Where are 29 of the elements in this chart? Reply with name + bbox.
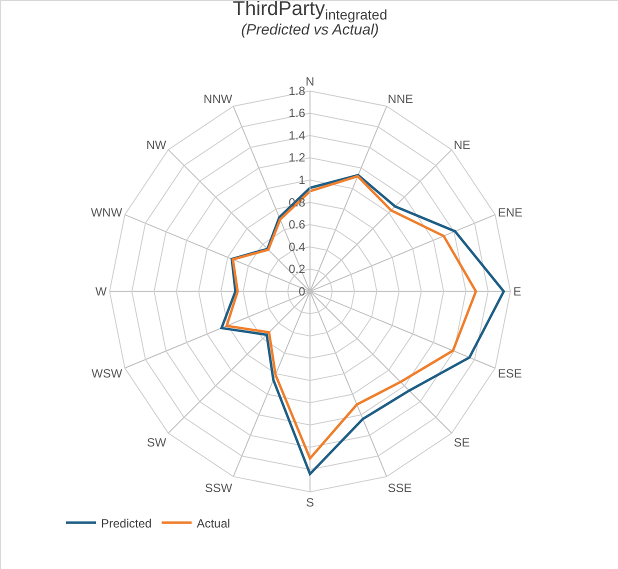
spoke-label: SSE xyxy=(388,480,412,495)
legend-label: Predicted xyxy=(101,516,152,530)
y-tick-label: 1.8 xyxy=(288,84,306,98)
spoke-label: SE xyxy=(454,436,470,450)
spoke-label: ESE xyxy=(498,366,522,381)
spoke-label: SW xyxy=(146,436,167,450)
chart-subtitle: (Predicted vs Actual) xyxy=(241,22,379,39)
spoke-label: W xyxy=(95,284,108,299)
spoke-label: NNE xyxy=(388,92,414,106)
y-tick-label: 0 xyxy=(298,284,306,298)
y-tick-label: 0.6 xyxy=(288,218,306,232)
spoke-label: S xyxy=(306,496,314,510)
spoke-label: WNW xyxy=(90,206,123,220)
spoke-label: NNW xyxy=(204,92,233,106)
y-tick-label: 1.6 xyxy=(288,106,306,120)
spoke-label: ENE xyxy=(498,206,523,220)
spoke-label: SSW xyxy=(204,480,233,495)
y-tick-label: 0.2 xyxy=(288,262,306,276)
spoke-label: NW xyxy=(146,138,167,152)
y-tick-label: 1.4 xyxy=(288,128,306,142)
spoke-label: NE xyxy=(454,138,470,152)
spoke-label: WSW xyxy=(92,366,123,381)
spoke-label: N xyxy=(306,74,314,89)
spoke-label: E xyxy=(513,284,522,299)
y-tick-label: 1.2 xyxy=(288,150,306,165)
chart-title: ThirdParty$_{integrated}$ xyxy=(232,0,388,22)
y-tick-label: 0.4 xyxy=(288,240,306,254)
legend-label: Actual xyxy=(196,516,230,530)
y-tick-label: 1 xyxy=(298,172,306,187)
